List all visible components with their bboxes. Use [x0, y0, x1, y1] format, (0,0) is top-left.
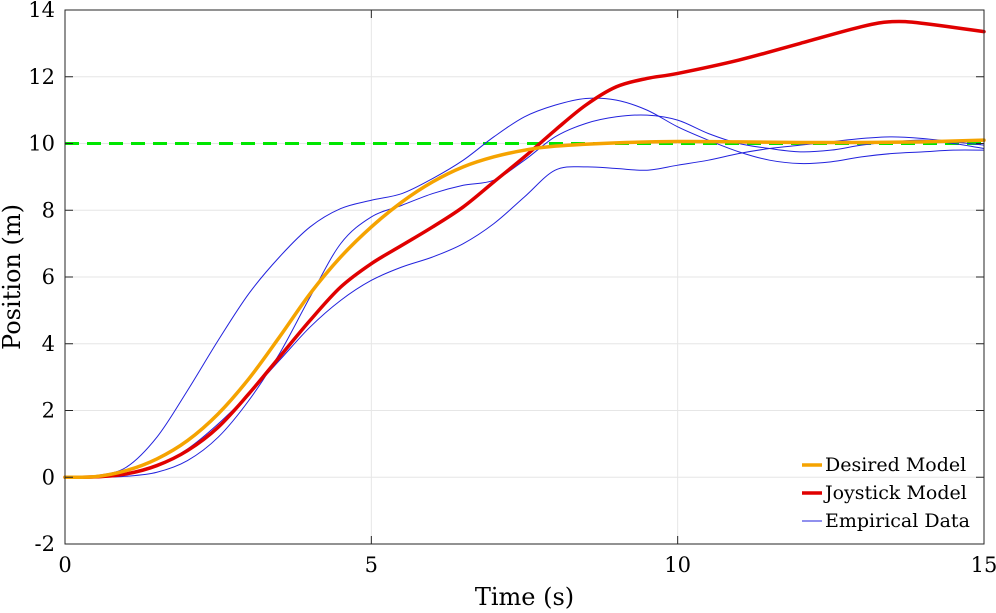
y-tick-label: 6 — [42, 265, 55, 289]
y-tick-label: 10 — [28, 132, 55, 156]
y-tick-label: 2 — [42, 399, 55, 423]
legend-label-joystick-model: Joystick Model — [823, 482, 967, 504]
y-tick-label: 14 — [28, 0, 55, 22]
x-tick-label: 5 — [365, 553, 378, 577]
x-tick-label: 15 — [971, 553, 996, 577]
series-line-empirical-data-2 — [64, 97, 985, 478]
x-tick-label: 10 — [664, 553, 691, 577]
legend: Desired Model Joystick Model Empirical D… — [802, 454, 970, 532]
plot-series — [63, 19, 986, 480]
series-line-empirical-data-3 — [64, 114, 985, 478]
series-line-joystick-model-1 — [63, 19, 986, 480]
y-tick-label: 4 — [42, 332, 55, 356]
series-line-desired-model-0 — [63, 138, 986, 480]
y-tick-label: 12 — [28, 65, 55, 89]
x-axis-label: Time (s) — [475, 583, 574, 611]
y-axis-label: Position (m) — [0, 204, 26, 350]
y-tick-label: 8 — [42, 198, 55, 222]
y-tick-label: -2 — [35, 532, 55, 556]
x-tick-label: 0 — [58, 553, 71, 577]
legend-label-empirical-data: Empirical Data — [825, 510, 970, 532]
legend-label-desired-model: Desired Model — [825, 454, 966, 476]
y-tick-label: 0 — [42, 465, 55, 489]
